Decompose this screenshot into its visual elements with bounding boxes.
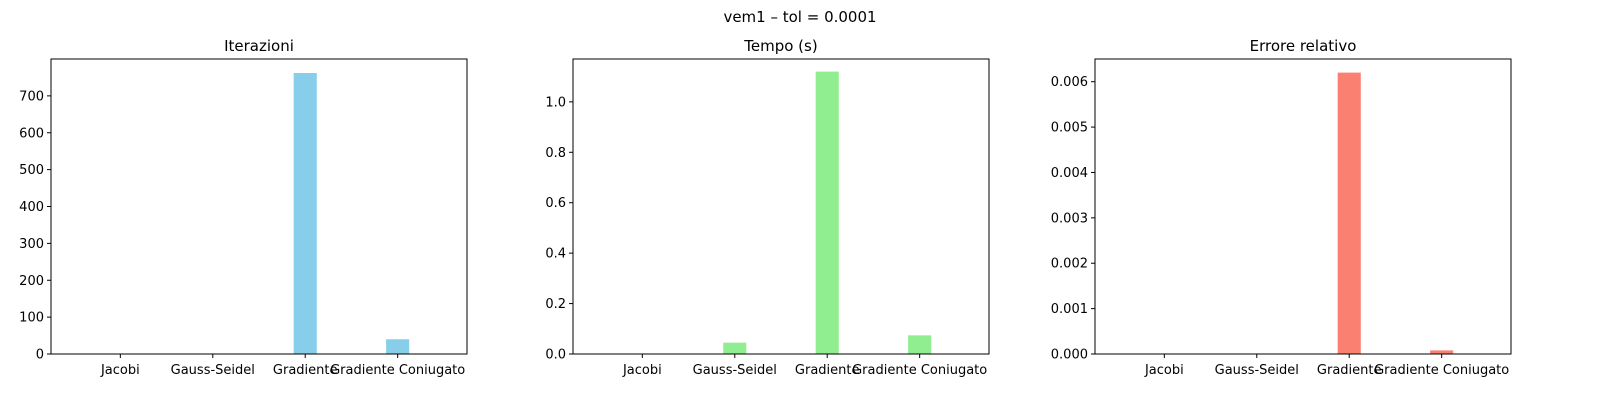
x-tick-label: Gradiente Coniugato	[1374, 363, 1509, 378]
y-tick-label: 0.005	[1051, 121, 1088, 136]
y-tick-label: 0.4	[545, 247, 566, 262]
subplot-iterazioni: Iterazioni 0 100 200 300 400 500 600 700 Jacobi…	[19, 37, 468, 378]
subplot-title: Iterazioni	[224, 37, 294, 55]
y-tick-label: 400	[19, 200, 44, 215]
y-tick-label: 300	[19, 237, 44, 252]
x-tick-label: Gauss-Seidel	[1215, 363, 1299, 378]
x-tick-label: Gradiente	[1317, 363, 1382, 378]
y-tick-label: 0.0	[545, 348, 566, 363]
y-tick-label: 0.004	[1051, 166, 1088, 181]
y-tick-label: 100	[19, 311, 44, 326]
x-tick-label: Jacobi	[100, 363, 140, 378]
axes-frame	[572, 58, 990, 355]
y-tick-label: 0.006	[1051, 75, 1088, 90]
y-tick-label: 0.8	[545, 146, 566, 161]
y-tick-label: 1.0	[545, 95, 566, 110]
x-tick-label: Gauss-Seidel	[693, 363, 777, 378]
subplot-title: Tempo (s)	[743, 37, 817, 55]
bar-gradiente-coniugato	[386, 339, 410, 354]
y-axis: 0.000 0.001 0.002 0.003 0.004 0.005 0.006	[1051, 75, 1095, 363]
axes-frame	[50, 58, 468, 355]
bar-group	[723, 71, 932, 355]
bar-gradiente-coniugato	[908, 335, 932, 354]
y-tick-label: 0.001	[1051, 302, 1088, 317]
bar-gauss-seidel	[723, 342, 747, 354]
y-tick-label: 0.000	[1051, 348, 1088, 363]
bar-group	[1337, 72, 1454, 355]
subplot-title: Errore relativo	[1250, 37, 1357, 55]
x-tick-label: Gradiente	[273, 363, 338, 378]
y-tick-label: 0.003	[1051, 211, 1088, 226]
figure-suptitle: vem1 – tol = 0.0001	[723, 8, 876, 26]
axes-frame	[1094, 58, 1512, 355]
y-tick-label: 600	[19, 126, 44, 141]
x-tick-label: Jacobi	[1144, 363, 1184, 378]
y-tick-label: 0	[36, 348, 44, 363]
x-tick-label: Gradiente Coniugato	[852, 363, 987, 378]
bar-gradiente	[1337, 72, 1361, 355]
y-tick-label: 0.002	[1051, 257, 1088, 272]
y-tick-label: 0.6	[545, 196, 566, 211]
x-tick-label: Gauss-Seidel	[171, 363, 255, 378]
y-tick-label: 500	[19, 163, 44, 178]
x-tick-label: Gradiente Coniugato	[330, 363, 465, 378]
y-tick-label: 700	[19, 89, 44, 104]
y-tick-label: 0.2	[545, 297, 566, 312]
y-axis: 0 100 200 300 400 500 600 700	[19, 89, 51, 363]
x-tick-label: Gradiente	[795, 363, 860, 378]
y-tick-label: 200	[19, 274, 44, 289]
subplot-errore-relativo: Errore relativo 0.0000.0010.0020.0030.00…	[1051, 37, 1512, 378]
x-tick-label: Jacobi	[622, 363, 662, 378]
bar-gradiente-coniugato	[1430, 350, 1454, 354]
bar-gradiente	[815, 71, 839, 355]
bar-group	[293, 73, 410, 354]
y-axis: 0.0 0.2 0.4 0.6 0.8 1.0	[545, 95, 573, 363]
bar-gradiente	[293, 73, 317, 354]
subplot-tempo: Tempo (s) 0.0 0.2 0.4 0.6 0.8 1.0 Jacobi Gauss…	[545, 37, 990, 378]
